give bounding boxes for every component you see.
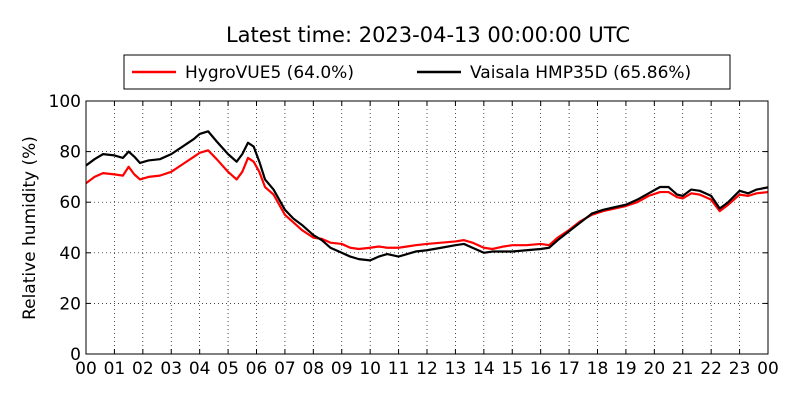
y-ticks: 0 20 40 60 80 100 xyxy=(49,92,768,365)
x-tick-label: 20 xyxy=(644,359,666,379)
x-tick-label: 18 xyxy=(587,359,609,379)
x-tick-label: 00 xyxy=(75,359,97,379)
y-axis-label: Relative humidity (%) xyxy=(20,136,40,320)
series-line-hygrovue5 xyxy=(85,149,769,251)
y-tick-label: 100 xyxy=(49,92,81,112)
x-tick-label: 06 xyxy=(246,359,268,379)
x-tick-label: 17 xyxy=(558,359,580,379)
plot-frame xyxy=(85,100,769,355)
series-layer xyxy=(85,130,769,262)
legend: HygroVUE5 (64.0%) Vaisala HMP35D (65.86%… xyxy=(123,54,731,90)
x-tick-label: 22 xyxy=(700,359,722,379)
x-tick-label: 10 xyxy=(359,359,381,379)
x-tick-label: 14 xyxy=(473,359,495,379)
x-tick-label: 23 xyxy=(729,359,751,379)
x-tick-label: 02 xyxy=(132,359,154,379)
x-tick-label: 05 xyxy=(217,359,239,379)
legend-label-vaisala: Vaisala HMP35D (65.86%) xyxy=(470,63,691,83)
x-tick-label: 00 xyxy=(757,359,779,379)
x-tick-label: 12 xyxy=(416,359,438,379)
x-tick-label: 13 xyxy=(445,359,467,379)
x-tick-label: 04 xyxy=(189,359,211,379)
legend-label-hygrovue5: HygroVUE5 (64.0%) xyxy=(185,63,354,83)
grid xyxy=(86,101,768,354)
x-tick-label: 08 xyxy=(303,359,325,379)
x-tick-label: 03 xyxy=(160,359,182,379)
y-tick-label: 20 xyxy=(59,294,81,314)
x-tick-label: 07 xyxy=(274,359,296,379)
x-tick-label: 15 xyxy=(501,359,523,379)
x-tick-label: 16 xyxy=(530,359,552,379)
y-tick-label: 60 xyxy=(59,193,81,213)
axes xyxy=(85,100,769,355)
x-ticks: 00 01 02 03 04 05 06 07 08 09 10 11 12 13 14 15 16 17 18 19… xyxy=(75,101,779,379)
series-line-vaisala xyxy=(85,130,769,262)
x-tick-label: 19 xyxy=(615,359,637,379)
x-tick-label: 11 xyxy=(388,359,410,379)
y-tick-label: 0 xyxy=(70,345,81,365)
chart-title: Latest time: 2023-04-13 00:00:00 UTC xyxy=(226,23,630,47)
x-tick-label: 21 xyxy=(672,359,694,379)
y-tick-label: 40 xyxy=(59,244,81,264)
y-tick-label: 80 xyxy=(59,143,81,163)
x-tick-label: 09 xyxy=(331,359,353,379)
x-tick-label: 01 xyxy=(104,359,126,379)
